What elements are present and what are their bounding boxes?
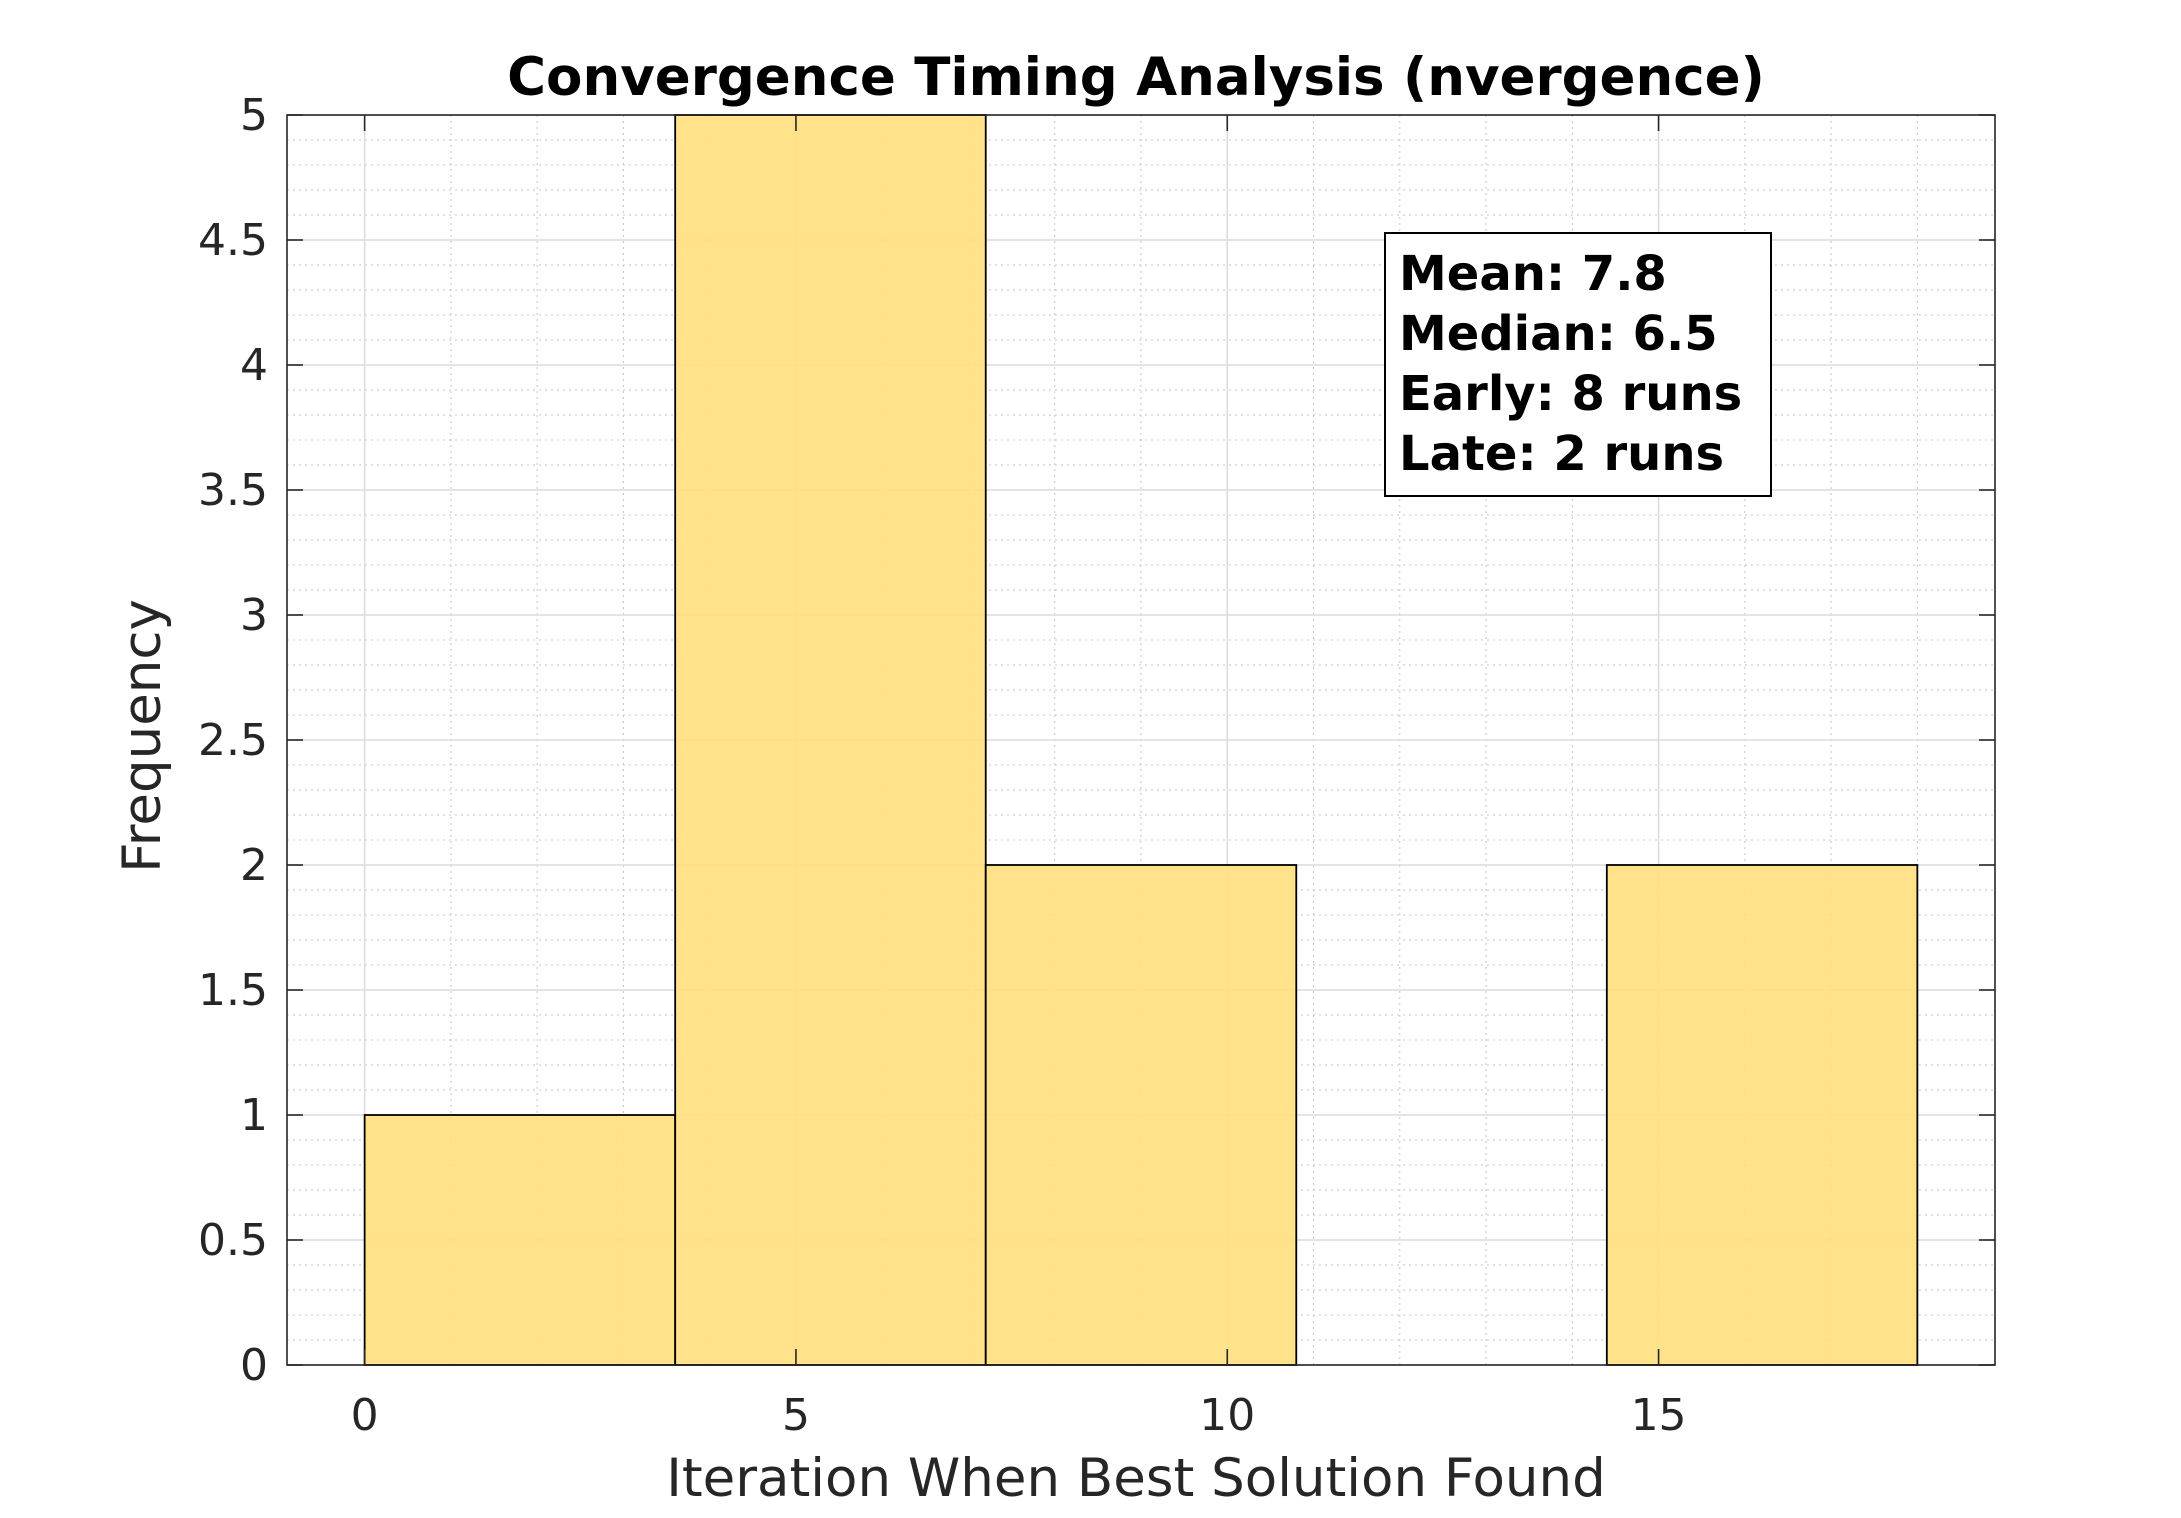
histogram-bar	[363, 1114, 677, 1366]
chart-title: Convergence Timing Analysis (nvergence)	[507, 47, 1765, 108]
y-axis-label: Frequency	[112, 599, 173, 873]
histogram-bar	[1605, 864, 1919, 1366]
x-axis-label: Iteration When Best Solution Found	[666, 1448, 1606, 1509]
x-tick-label: 15	[1631, 1390, 1687, 1441]
x-tick-labels: 0 5 10 15	[351, 1390, 1687, 1441]
axis-ticks	[287, 114, 1995, 1366]
stats-box-frame	[1384, 232, 1772, 497]
y-tick-label: 4.5	[198, 215, 268, 266]
y-tick-label: 3	[240, 590, 268, 641]
x-tick-label: 5	[782, 1390, 810, 1441]
histogram-bars	[363, 114, 1919, 1366]
y-tick-label: 0	[240, 1340, 268, 1391]
x-tick-label: 0	[351, 1390, 379, 1441]
x-tick-label: 10	[1199, 1390, 1255, 1441]
stats-late: Late: 2 runs	[1399, 426, 1724, 482]
histogram-bar	[984, 864, 1298, 1366]
stats-median: Median: 6.5	[1399, 306, 1718, 362]
stats-box: Mean: 7.8 Median: 6.5 Early: 8 runs Late…	[1384, 232, 1772, 497]
histogram-bar	[674, 114, 987, 1366]
y-tick-label: 0.5	[198, 1215, 268, 1266]
stats-mean: Mean: 7.8	[1399, 246, 1667, 302]
y-tick-label: 4	[240, 340, 268, 391]
y-tick-label: 1.5	[198, 965, 268, 1016]
stats-early: Early: 8 runs	[1399, 366, 1742, 422]
y-tick-label: 2.5	[198, 715, 268, 766]
y-tick-label: 2	[240, 840, 268, 891]
y-tick-label: 5	[240, 90, 268, 141]
y-tick-label: 3.5	[198, 465, 268, 516]
y-tick-labels: 0 0.5 1 1.5 2 2.5 3 3.5 4 4.5 5	[198, 90, 268, 1391]
y-tick-label: 1	[240, 1090, 268, 1141]
